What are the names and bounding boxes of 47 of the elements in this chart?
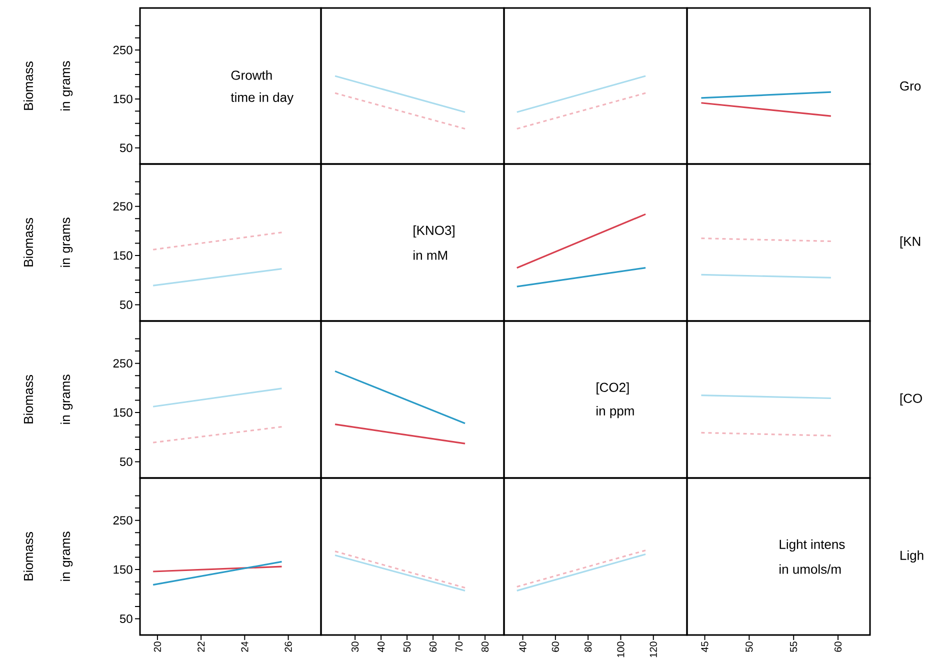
y-tick-label: 50 xyxy=(120,144,132,152)
x-tick-label: 60 xyxy=(552,642,559,652)
text: Biomass in grams xyxy=(23,532,73,581)
x-tick-label: 120 xyxy=(650,642,657,658)
y-tick-label: 150 xyxy=(114,565,132,574)
annotation: in umols/m xyxy=(780,564,841,574)
x-tick-label: 22 xyxy=(198,642,205,652)
annotation: [CO2] xyxy=(596,382,629,395)
text: Biomass in grams xyxy=(23,218,73,267)
x-tick-label: 100 xyxy=(617,642,624,658)
x-tick-label: 40 xyxy=(519,642,526,652)
y-tick-label: 50 xyxy=(120,300,132,310)
x-tick-label: 50 xyxy=(746,642,753,652)
y-tick-label: 150 xyxy=(114,408,132,417)
x-tick-label: 55 xyxy=(790,642,798,652)
y-tick-label: 250 xyxy=(113,516,132,525)
annotation: Light intens xyxy=(780,540,845,552)
x-tick-label: 60 xyxy=(430,642,437,652)
annotation: in mM xyxy=(414,250,448,260)
x-tick-label: 30 xyxy=(352,642,359,652)
y2-axis-title: Ligh xyxy=(900,550,924,563)
annotation: in ppm xyxy=(596,406,634,418)
y2-axis-title: [CO xyxy=(900,393,922,406)
y-tick-label: 50 xyxy=(120,614,132,624)
x-tick-label: 50 xyxy=(404,642,411,652)
y-tick-label: 150 xyxy=(114,94,132,104)
x-tick-label: 40 xyxy=(378,642,385,652)
y-tick-label: 250 xyxy=(113,46,132,54)
x-tick-label: 60 xyxy=(834,642,842,652)
x-tick-label: 70 xyxy=(456,642,463,652)
y-tick-label: 50 xyxy=(120,458,132,466)
annotation: [KNO3] xyxy=(414,225,454,238)
y-tick-label: 250 xyxy=(113,202,132,211)
x-tick-label: 20 xyxy=(154,642,161,652)
annotation: Growth xyxy=(231,70,272,80)
x-tick-label: 24 xyxy=(241,642,248,652)
x-tick-label: 80 xyxy=(482,642,489,652)
text: Biomass in grams xyxy=(23,374,73,424)
x-tick-label: 26 xyxy=(284,642,292,652)
y-tick-label: 150 xyxy=(114,251,132,260)
annotation: time in day xyxy=(230,92,294,105)
text: Biomass in grams xyxy=(23,61,73,110)
y-tick-label: 250 xyxy=(113,359,132,368)
y2-axis-title: Gro xyxy=(900,81,921,91)
y2-axis-title: [KN xyxy=(900,236,920,249)
x-tick-label: 80 xyxy=(584,642,592,652)
x-tick-label: 45 xyxy=(701,642,708,652)
